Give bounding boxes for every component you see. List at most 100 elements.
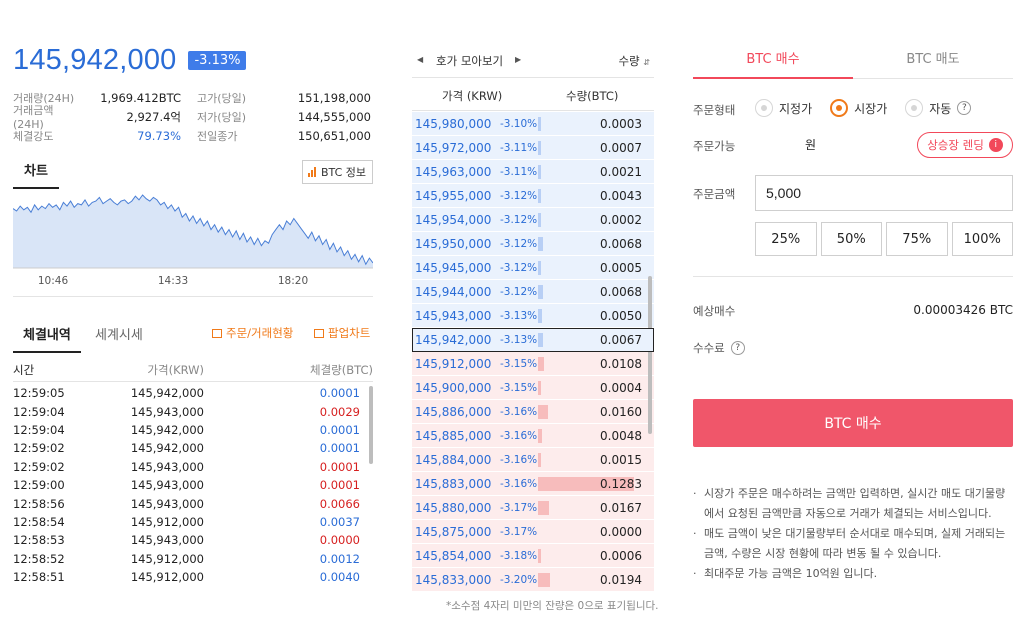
ob-volume-bar <box>538 573 550 587</box>
percent-50-button[interactable]: 50% <box>820 222 882 256</box>
trade-tabs: 체결내역 세계시세 주문/거래현황 팝업차트 <box>13 324 373 353</box>
trade-volume: 0.0029 <box>319 404 360 419</box>
orderbook-row[interactable]: 145,912,000 -3.15% 0.0108 <box>412 352 654 376</box>
orderbook-row[interactable]: 145,885,000 -3.16% 0.0048 <box>412 424 654 448</box>
orderbook-row[interactable]: 145,875,000 -3.17% 0.0000 <box>412 520 654 544</box>
ob-qty: 0.0021 <box>600 164 642 179</box>
trade-time: 12:58:56 <box>13 496 65 511</box>
ob-qty: 0.0007 <box>600 140 642 155</box>
percent-75-button[interactable]: 75% <box>886 222 948 256</box>
help-icon[interactable]: ? <box>957 101 972 115</box>
orderbook-row[interactable]: 145,954,000 -3.12% 0.0002 <box>412 208 654 232</box>
ob-price: 145,963,000 <box>415 164 492 179</box>
orderbook-rows: 145,980,000 -3.10% 0.0003 145,972,000 -3.11%… <box>412 112 654 592</box>
ticker-stats: 거래량(24H) 1,969.412BTC 고가(당일) 151,198,000… <box>13 88 371 145</box>
chart-series-line <box>13 194 373 266</box>
orderbook-row[interactable]: 145,980,000 -3.10% 0.0003 <box>412 112 654 136</box>
high-label: 고가(당일) <box>197 91 247 105</box>
fee-help-icon[interactable]: ? <box>730 341 745 355</box>
trade-time: 12:59:05 <box>13 386 65 401</box>
table-row: 12:58:52 145,912,000 0.0012 <box>13 550 360 568</box>
orderbook-row[interactable]: 145,963,000 -3.11% 0.0021 <box>412 160 654 184</box>
low-value: 144,555,000 <box>297 109 371 124</box>
buy-submit-button[interactable]: BTC 매수 <box>693 399 1013 447</box>
orderbook-row[interactable]: 145,943,000 -3.13% 0.0050 <box>412 304 654 328</box>
high-value: 151,198,000 <box>297 90 371 105</box>
orderbook-row[interactable]: 145,972,000 -3.11% 0.0007 <box>412 136 654 160</box>
orderbook-row[interactable]: 145,945,000 -3.12% 0.0005 <box>412 256 654 280</box>
amount-24h-label: 거래금액(24H) <box>13 104 54 131</box>
qty-sort-toggle[interactable]: 수량 ⇵ <box>618 53 650 69</box>
ob-qty: 0.0015 <box>600 452 642 467</box>
orderbook-toolbar: ◀ 호가 모아보기 ▶ 수량 ⇵ <box>412 48 654 78</box>
radio-limit-circle[interactable] <box>755 99 773 117</box>
next-group-icon[interactable]: ▶ <box>515 55 522 64</box>
orders-status-link[interactable]: 주문/거래현황 <box>212 325 293 341</box>
prev-group-icon[interactable]: ◀ <box>417 55 424 64</box>
listing-lending-button[interactable]: 상승장 렌딩 i <box>917 132 1013 158</box>
orderbook-row[interactable]: 145,880,000 -3.17% 0.0167 <box>412 496 654 520</box>
price-chart[interactable]: 10:46 14:33 18:20 <box>13 190 373 288</box>
radio-market[interactable]: 시장가 <box>830 99 887 117</box>
amount-input[interactable] <box>755 175 1013 211</box>
ob-qty: 0.0006 <box>600 548 642 563</box>
trade-time: 12:58:54 <box>13 514 65 529</box>
percent-100-button[interactable]: 100% <box>951 222 1013 256</box>
popup-chart-link[interactable]: 팝업차트 <box>314 325 370 341</box>
trade-volume: 0.0001 <box>319 478 360 493</box>
order-form: BTC 매수 BTC 매도 주문형태 지정가 시장가 자동 ? 주문가능 원 상… <box>693 42 1013 622</box>
ob-change: -3.12% <box>500 285 538 298</box>
order-type-label: 주문형태 <box>693 103 736 117</box>
orderbook-row[interactable]: 145,886,000 -3.16% 0.0160 <box>412 400 654 424</box>
trade-time: 12:58:53 <box>13 533 65 548</box>
stats-row: 체결강도 79.73% 전일종가 150,651,000 <box>13 126 371 145</box>
volume-24h-label: 거래량(24H) <box>13 91 75 105</box>
tab-trade-history[interactable]: 체결내역 <box>13 324 81 353</box>
current-price: 145,942,000 <box>13 44 177 76</box>
orderbook-row[interactable]: 145,854,000 -3.18% 0.0006 <box>412 544 654 568</box>
tab-world-price[interactable]: 세계시세 <box>95 328 143 343</box>
percent-25-button[interactable]: 25% <box>755 222 817 256</box>
trade-price: 145,912,000 <box>130 570 204 584</box>
tab-buy[interactable]: BTC 매수 <box>693 42 853 79</box>
orderbook-row[interactable]: 145,900,000 -3.15% 0.0004 <box>412 376 654 400</box>
orderbook-row[interactable]: 145,944,000 -3.12% 0.0068 <box>412 280 654 304</box>
ob-price: 145,883,000 <box>415 476 492 491</box>
ob-qty: 0.0003 <box>600 116 642 131</box>
popup-icon <box>314 328 324 338</box>
volume-24h-value: 1,969.412BTC <box>100 90 181 105</box>
orderbook-scrollbar[interactable] <box>648 276 652 434</box>
stats-row: 거래금액(24H) 2,927.4억 저가(당일) 144,555,000 <box>13 104 371 131</box>
orderbook-row[interactable]: 145,833,000 -3.20% 0.0194 <box>412 568 654 592</box>
radio-auto-circle[interactable] <box>905 99 924 117</box>
table-row: 12:59:02 145,942,000 0.0001 <box>13 439 360 457</box>
tab-chart[interactable]: 차트 <box>13 160 59 189</box>
ob-qty: 0.0067 <box>600 332 642 347</box>
radio-auto[interactable]: 자동 ? <box>905 99 972 117</box>
trade-price: 145,943,000 <box>130 404 204 419</box>
table-row: 12:59:00 145,943,000 0.0001 <box>13 476 360 494</box>
table-row: 12:59:04 145,943,000 0.0029 <box>13 402 360 420</box>
table-row: 12:58:51 145,912,000 0.0040 <box>13 568 360 584</box>
group-label[interactable]: 호가 모아보기 <box>436 54 504 68</box>
orderbook-row[interactable]: 145,950,000 -3.12% 0.0068 <box>412 232 654 256</box>
available-value: 원 <box>805 138 817 152</box>
ob-qty: 0.0043 <box>600 188 642 203</box>
orderbook-row-current[interactable]: 145,942,000 -3.13% 0.0067 <box>412 328 654 352</box>
trade-price: 145,943,000 <box>130 459 204 474</box>
orderbook-row[interactable]: 145,955,000 -3.12% 0.0043 <box>412 184 654 208</box>
orderbook-row[interactable]: 145,884,000 -3.16% 0.0015 <box>412 448 654 472</box>
trade-volume: 0.0012 <box>319 551 360 566</box>
trade-price: 145,942,000 <box>130 422 204 437</box>
orderbook-row[interactable]: 145,883,000 -3.16% 0.1283 <box>412 472 654 496</box>
note-item: 시장가 주문은 매수하려는 금액만 입력하면, 실시간 매도 대기물량에서 요청… <box>693 484 1013 524</box>
tab-sell[interactable]: BTC 매도 <box>906 52 960 67</box>
table-row: 12:58:53 145,943,000 0.0000 <box>13 531 360 549</box>
radio-limit[interactable]: 지정가 <box>755 99 812 117</box>
ob-qty: 0.0160 <box>600 404 642 419</box>
trade-list[interactable]: 12:59:05 145,942,000 0.0001 12:59:04 145,943… <box>13 384 360 584</box>
btc-info-button[interactable]: BTC 정보 <box>301 160 373 184</box>
radio-market-circle[interactable] <box>830 99 849 117</box>
trade-list-scrollbar[interactable] <box>369 386 373 464</box>
trade-price: 145,943,000 <box>130 478 204 493</box>
